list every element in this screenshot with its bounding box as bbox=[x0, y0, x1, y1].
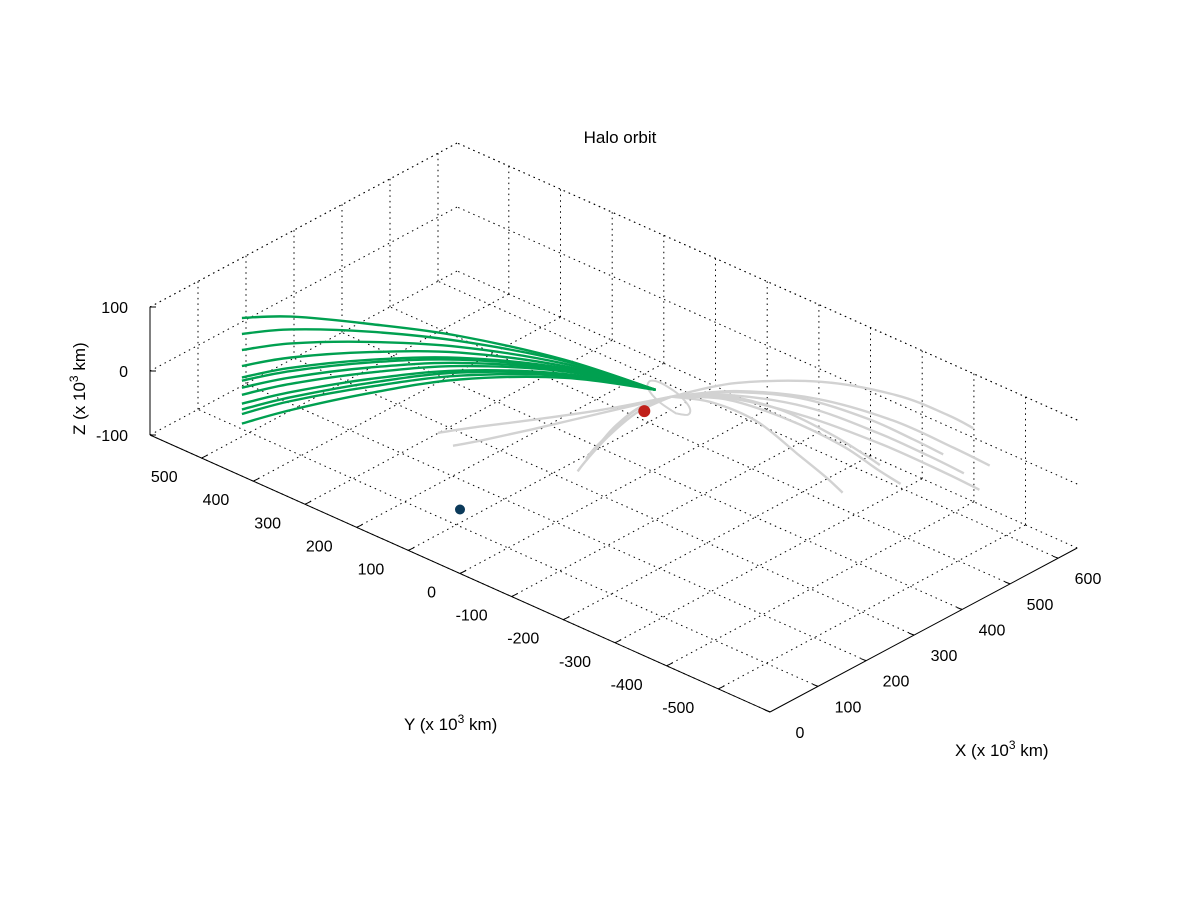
y-tick bbox=[253, 477, 260, 482]
grid-line bbox=[456, 206, 1078, 485]
y-tick bbox=[666, 662, 673, 667]
x-axis-line bbox=[769, 547, 1078, 713]
y-tick bbox=[459, 570, 467, 574]
y-tick-label: -100 bbox=[456, 608, 488, 625]
x-tick-label: 200 bbox=[883, 674, 910, 691]
y-tick-label: -300 bbox=[559, 654, 591, 671]
grid-line bbox=[149, 142, 458, 308]
unstable-manifold-trajectory bbox=[671, 395, 980, 491]
x-tick bbox=[956, 607, 963, 610]
x-axis-label-suffix: km) bbox=[1016, 741, 1049, 760]
chart-title: Halo orbit bbox=[584, 128, 657, 147]
y-axis-label-prefix: Y (x 10 bbox=[404, 715, 458, 734]
stable-manifold-trajectory bbox=[241, 373, 656, 416]
grid-line bbox=[563, 455, 871, 621]
x-axis-label: X (x 103 km) bbox=[955, 738, 1049, 760]
y-tick bbox=[356, 523, 363, 528]
x-tick bbox=[764, 709, 771, 713]
y-tick-label: 0 bbox=[427, 585, 436, 602]
y-tick-label: 100 bbox=[358, 561, 385, 578]
z-axis-label: Z (x 103 km) bbox=[67, 342, 89, 435]
stable-manifold-trajectory bbox=[241, 375, 656, 425]
x-tick bbox=[1052, 555, 1059, 559]
unstable-manifold-trajectory bbox=[671, 389, 991, 467]
y-tick-label: 500 bbox=[151, 469, 178, 486]
y-tick-label: 300 bbox=[254, 515, 281, 532]
y-axis-label: Y (x 103 km) bbox=[404, 712, 497, 734]
x-tick-label: 500 bbox=[1027, 597, 1054, 614]
grid-line bbox=[245, 383, 867, 662]
z-axis-label-prefix: Z (x 10 bbox=[70, 382, 89, 435]
unstable-manifold-trajectory bbox=[596, 395, 672, 449]
x-tick-label: 100 bbox=[835, 699, 862, 716]
y-tick bbox=[201, 454, 208, 459]
y-axis-label-suffix: km) bbox=[464, 715, 497, 734]
z-axis-label-exponent: 3 bbox=[67, 375, 81, 382]
y-tick bbox=[511, 593, 518, 598]
stable-manifold-trajectory bbox=[241, 328, 657, 391]
z-tick-label: -100 bbox=[96, 428, 128, 445]
earth-marker bbox=[455, 504, 465, 515]
x-tick-label: 600 bbox=[1075, 571, 1102, 588]
z-tick-label: 100 bbox=[101, 300, 128, 317]
y-axis-label-exponent: 3 bbox=[458, 712, 465, 726]
y-tick-label: 400 bbox=[203, 492, 230, 509]
grid-line bbox=[666, 501, 975, 667]
z-axis-label-suffix: km) bbox=[70, 342, 89, 375]
z-tick-label: 0 bbox=[119, 364, 128, 381]
y-tick-label: -500 bbox=[662, 700, 694, 717]
y-tick bbox=[614, 639, 622, 644]
stable-manifold-trajectory bbox=[241, 349, 656, 391]
y-tick bbox=[563, 616, 570, 621]
moon-marker bbox=[638, 405, 651, 418]
y-tick-label: 200 bbox=[306, 538, 333, 555]
stable-manifold-trajectory bbox=[241, 340, 657, 391]
x-tick bbox=[860, 658, 867, 662]
grid-line bbox=[718, 524, 1026, 690]
marker-layer bbox=[455, 405, 651, 515]
x-tick-label: 400 bbox=[979, 623, 1006, 640]
unstable-manifold-trajectory bbox=[452, 395, 672, 447]
halo-orbit-path bbox=[646, 379, 692, 416]
x-tick-label: 300 bbox=[931, 648, 958, 665]
y-tick-label: -400 bbox=[611, 677, 643, 694]
x-tick bbox=[1004, 581, 1011, 585]
unstable-manifold-trajectory bbox=[671, 395, 844, 494]
stable-manifold-trajectory bbox=[241, 364, 656, 396]
y-tick bbox=[718, 685, 725, 690]
y-tick bbox=[304, 500, 312, 505]
y-tick bbox=[408, 546, 415, 551]
grid-line bbox=[149, 142, 458, 308]
unstable-manifold-trajectory bbox=[671, 394, 881, 466]
x-tick bbox=[812, 683, 819, 687]
label-layer: Halo orbit X (x 103 km) Y (x 103 km) Z (… bbox=[67, 128, 1101, 760]
unstable-manifold-trajectory bbox=[437, 395, 672, 434]
x-tick bbox=[908, 632, 915, 636]
x-axis-label-exponent: 3 bbox=[1009, 738, 1016, 752]
unstable-manifold-trajectory bbox=[671, 393, 965, 475]
grid-line bbox=[408, 385, 716, 551]
grid-line bbox=[614, 478, 923, 644]
x-tick-label: 0 bbox=[796, 725, 805, 742]
axes-layer bbox=[149, 306, 1078, 713]
series-layer bbox=[241, 315, 991, 494]
grid-line bbox=[389, 306, 1011, 585]
y-tick-label: -200 bbox=[507, 631, 539, 648]
unstable-manifold-trajectory bbox=[670, 379, 974, 430]
x-axis-label-prefix: X (x 10 bbox=[955, 741, 1009, 760]
unstable-manifold-trajectory bbox=[671, 395, 902, 485]
